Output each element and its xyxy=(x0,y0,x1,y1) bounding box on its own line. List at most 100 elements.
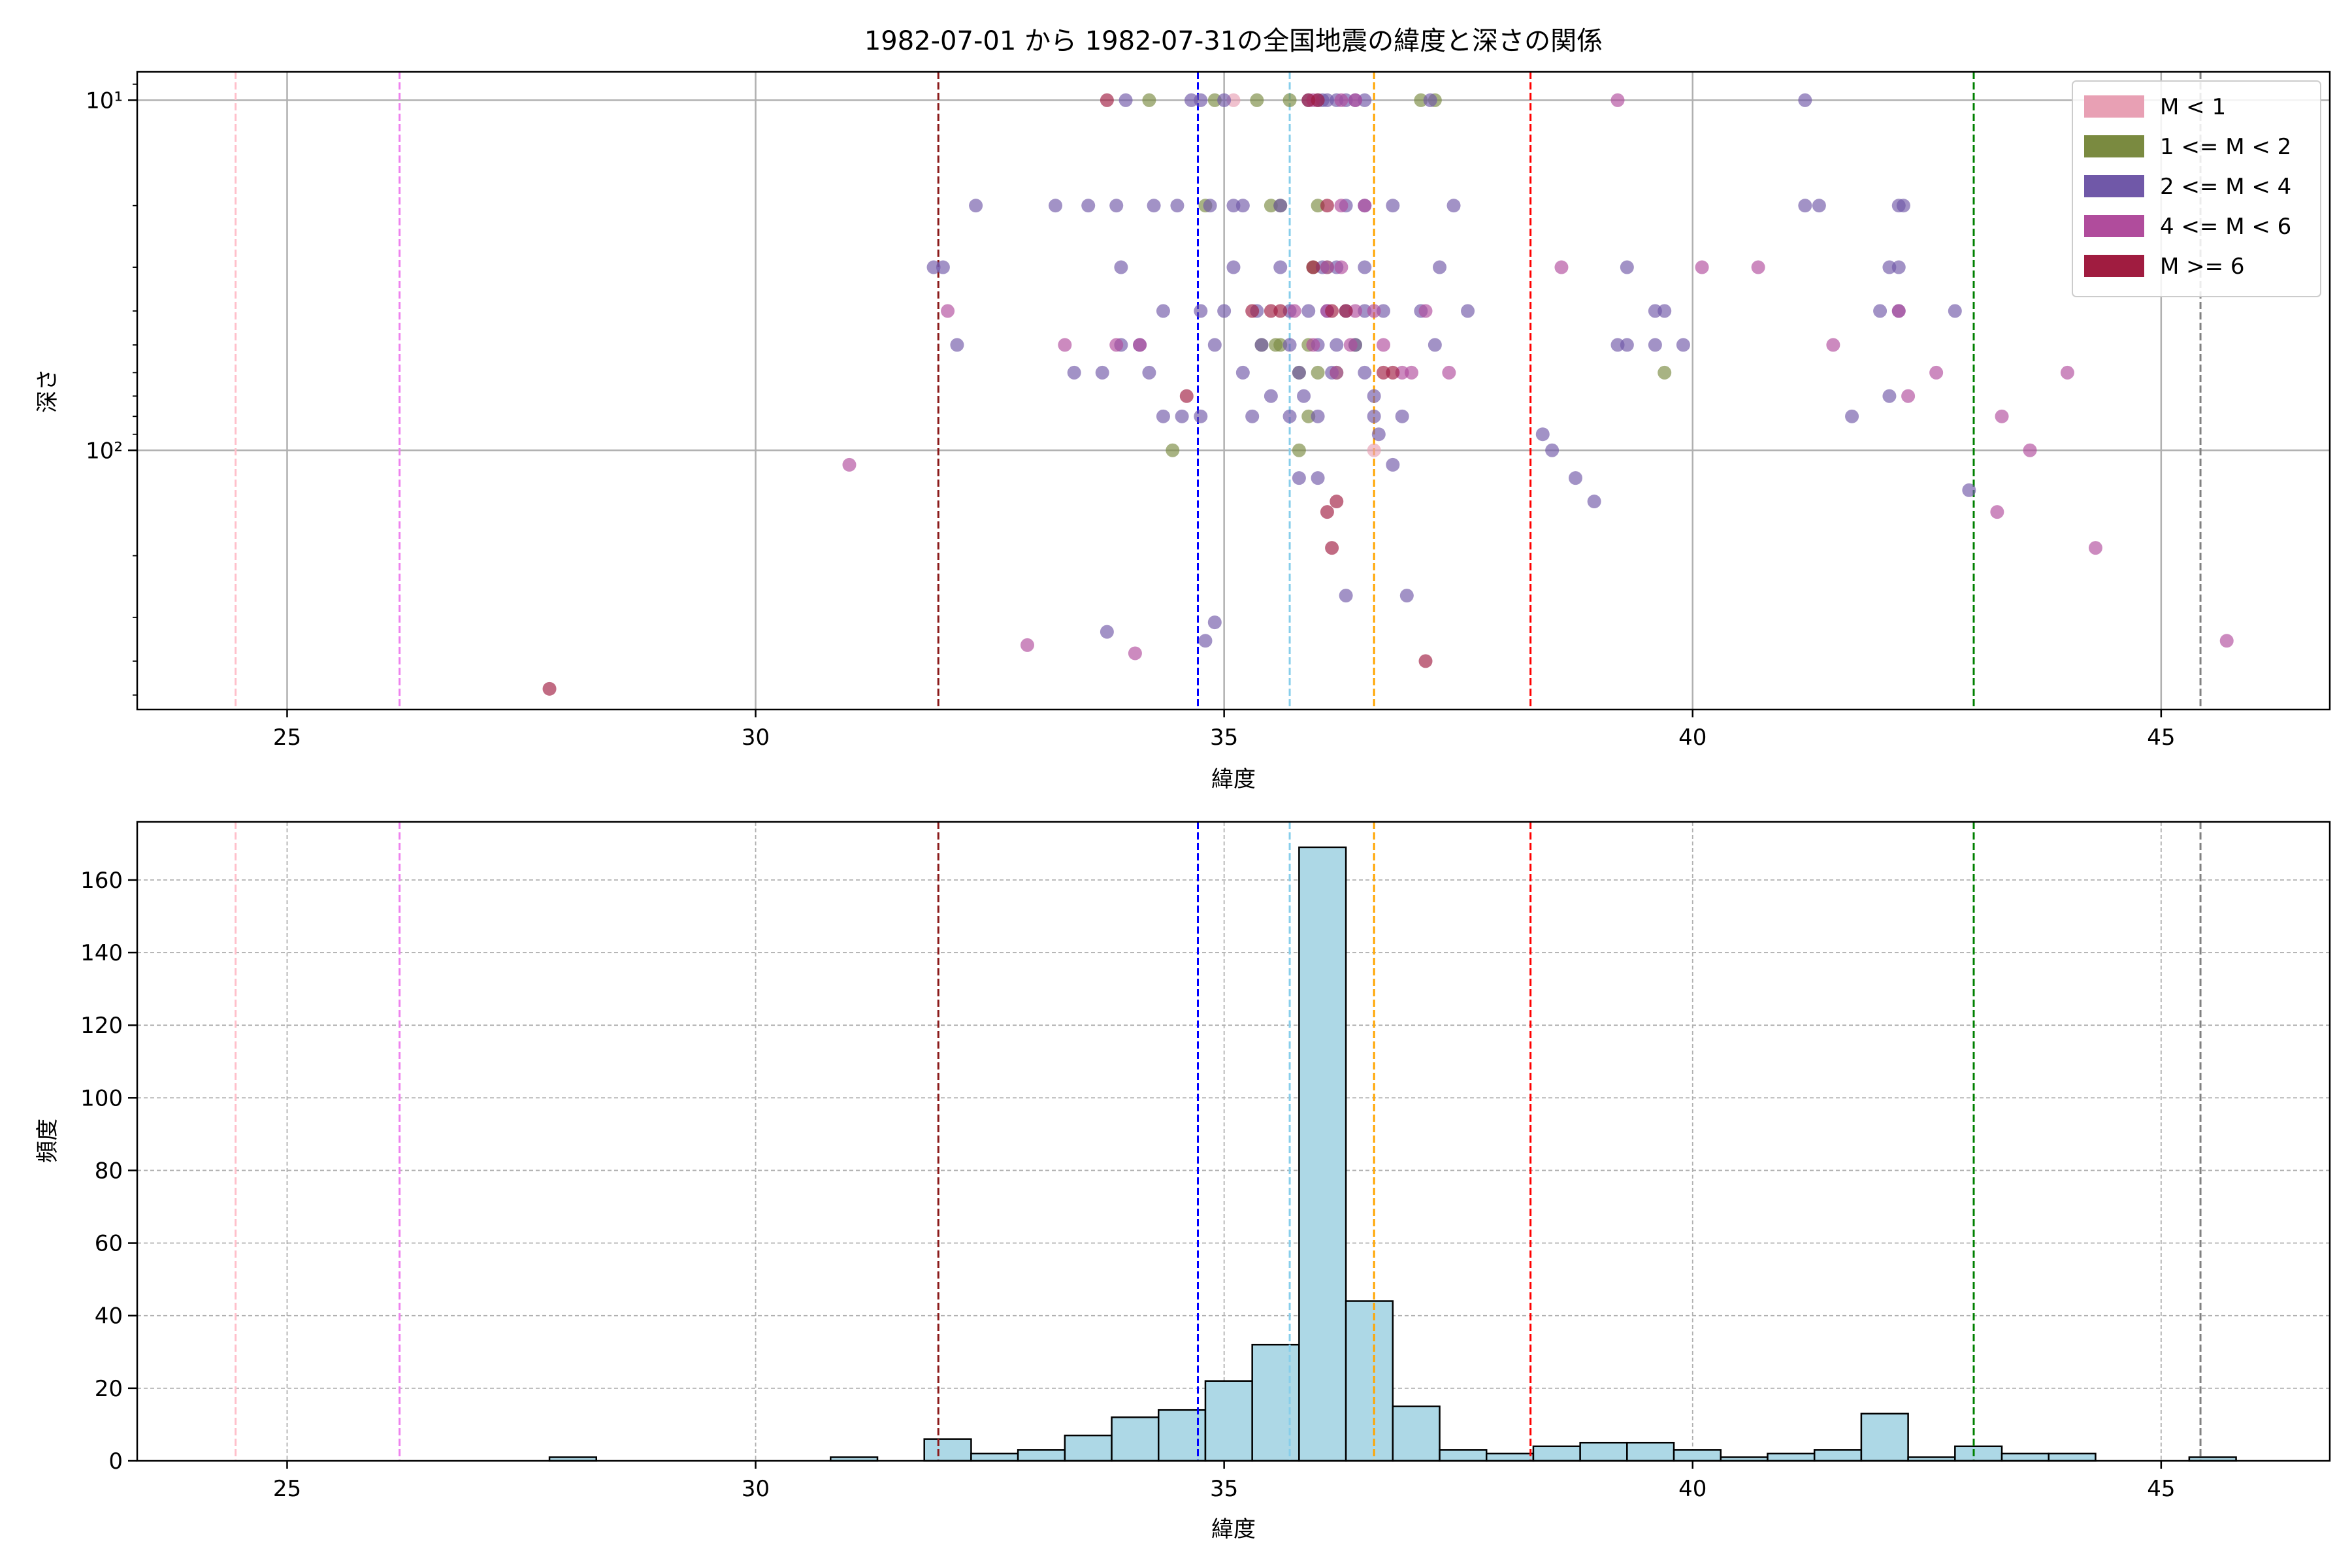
histogram-bar xyxy=(1439,1449,1488,1462)
scatter-point xyxy=(1203,199,1217,213)
scatter-point xyxy=(1269,338,1283,352)
histogram-y-tick-label: 20 xyxy=(95,1376,123,1402)
scatter-point xyxy=(1058,338,1072,352)
scatter-point xyxy=(1194,93,1208,107)
scatter-point xyxy=(1292,471,1306,485)
histogram-bar xyxy=(1813,1449,1863,1462)
legend-swatch xyxy=(2084,175,2144,197)
legend-swatch xyxy=(2084,135,2144,157)
scatter-point xyxy=(1330,338,1344,352)
chart-title: 1982-07-01 から 1982-07-31の全国地震の緯度と深さの関係 xyxy=(864,26,1603,56)
scatter-point xyxy=(1386,199,1400,213)
scatter-point xyxy=(1166,443,1180,457)
scatter-point xyxy=(1358,260,1372,274)
scatter-point xyxy=(1311,471,1325,485)
scatter-point xyxy=(1367,304,1381,318)
scatter-point xyxy=(1306,338,1320,352)
scatter-point xyxy=(1376,338,1390,352)
scatter-point xyxy=(1891,260,1906,274)
scatter-point xyxy=(1175,409,1189,423)
scatter-point xyxy=(1798,93,1812,107)
scatter-y-tick-label: 10² xyxy=(86,438,123,464)
scatter-point xyxy=(1170,199,1184,213)
scatter-point xyxy=(1119,93,1133,107)
scatter-point xyxy=(1273,199,1288,213)
scatter-point xyxy=(1282,409,1297,423)
scatter-point xyxy=(1067,365,1081,380)
scatter-point xyxy=(1194,409,1208,423)
scatter-point xyxy=(1751,260,1765,274)
scatter-point xyxy=(1100,93,1114,107)
scatter-point xyxy=(1282,93,1297,107)
histogram-x-tick-label: 35 xyxy=(1210,1476,1238,1502)
scatter-point xyxy=(1358,365,1372,380)
histogram-bar xyxy=(1954,1445,2003,1462)
scatter-ticks: 25 30 35 40 45 10¹ 10² xyxy=(86,83,2175,751)
scatter-point xyxy=(1695,260,1709,274)
scatter-point xyxy=(1179,389,1194,403)
scatter-point xyxy=(1418,654,1433,668)
legend-label: 4 <= M < 6 xyxy=(2160,214,2291,240)
scatter-x-tick-label: 45 xyxy=(2147,725,2175,751)
histogram-bar xyxy=(1111,1416,1160,1462)
scatter-point xyxy=(1433,260,1447,274)
legend-label: M < 1 xyxy=(2160,94,2226,120)
histogram-bar xyxy=(1532,1445,1581,1462)
scatter-point xyxy=(1418,304,1433,318)
scatter-y-axis-label: 深さ xyxy=(35,368,61,413)
scatter-point xyxy=(1311,409,1325,423)
scatter-point xyxy=(1207,615,1222,630)
scatter-axes-frame xyxy=(136,71,2331,711)
scatter-point xyxy=(1306,260,1320,274)
scatter-point xyxy=(1648,338,1662,352)
scatter-x-tick-label: 30 xyxy=(742,725,770,751)
histogram-y-tick-label: 120 xyxy=(80,1013,123,1039)
histogram-bar xyxy=(1251,1343,1300,1462)
scatter-point xyxy=(2219,634,2234,648)
scatter-point xyxy=(542,681,557,696)
histogram-bars xyxy=(548,846,2237,1462)
scatter-point xyxy=(1428,338,1442,352)
histogram-bar xyxy=(1392,1405,1441,1462)
scatter-point xyxy=(1133,338,1147,352)
scatter-point xyxy=(1399,589,1414,603)
scatter-point xyxy=(1245,409,1260,423)
scatter-point xyxy=(1446,199,1461,213)
histogram-x-tick-label: 45 xyxy=(2147,1476,2175,1502)
scatter-point xyxy=(1235,199,1250,213)
scatter-point xyxy=(1142,93,1156,107)
scatter-point xyxy=(1311,365,1325,380)
legend-label: 2 <= M < 4 xyxy=(2160,174,2291,200)
scatter-point xyxy=(1109,338,1124,352)
scatter-point xyxy=(1297,389,1311,403)
scatter-point xyxy=(1142,365,1156,380)
legend-swatch xyxy=(2084,255,2144,277)
scatter-point xyxy=(950,338,964,352)
scatter-point xyxy=(1610,93,1625,107)
scatter-point xyxy=(1812,199,1826,213)
histogram-reference-lines xyxy=(235,822,2202,1461)
legend-label: M >= 6 xyxy=(2160,253,2245,280)
scatter-point xyxy=(1334,260,1348,274)
scatter-point xyxy=(1292,443,1306,457)
scatter-point xyxy=(1882,389,1897,403)
scatter-point xyxy=(1901,389,1916,403)
scatter-x-tick-label: 25 xyxy=(273,725,301,751)
scatter-point xyxy=(1386,365,1400,380)
histogram-y-tick-label: 140 xyxy=(80,940,123,966)
scatter-point xyxy=(1198,634,1213,648)
scatter-point xyxy=(1845,409,1859,423)
scatter-point xyxy=(1891,304,1906,318)
histogram-bar xyxy=(970,1452,1019,1462)
legend-swatch xyxy=(2084,95,2144,118)
histogram-grid xyxy=(137,822,2330,1462)
scatter-point xyxy=(1554,260,1569,274)
histogram-y-tick-label: 160 xyxy=(80,868,123,894)
legend: M < 1 1 <= M < 2 2 <= M < 4 4 <= M < 6 M >= … xyxy=(2072,80,2321,297)
histogram-bar xyxy=(1485,1452,1535,1462)
scatter-point xyxy=(842,457,857,472)
scatter-point xyxy=(1620,260,1634,274)
scatter-point xyxy=(1226,260,1241,274)
histogram-ticks: 25 30 35 40 45 0 20 40 60 80 100 120 140 160 xyxy=(80,868,2175,1502)
histogram-bar xyxy=(1017,1449,1066,1462)
